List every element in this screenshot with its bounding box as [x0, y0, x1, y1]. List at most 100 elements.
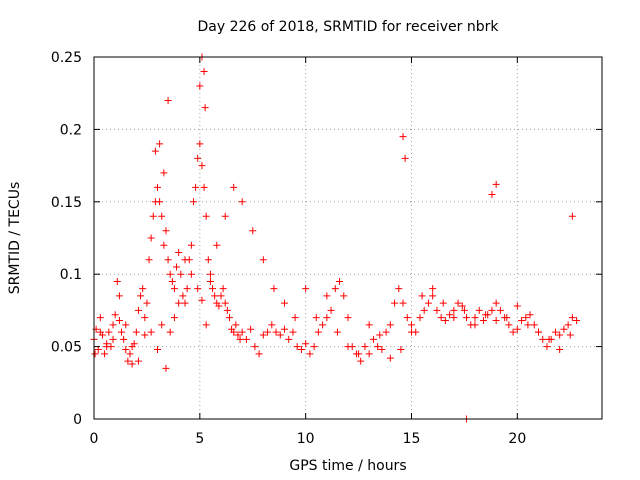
- data-point: [568, 314, 576, 322]
- data-point: [560, 325, 568, 333]
- data-point: [166, 328, 174, 336]
- data-point: [344, 314, 352, 322]
- data-point: [198, 296, 206, 304]
- data-point: [96, 314, 104, 322]
- data-point: [200, 183, 208, 191]
- data-point: [376, 331, 384, 339]
- data-point: [264, 328, 272, 336]
- x-tick-label: 15: [403, 431, 421, 447]
- plot-frame: [93, 56, 603, 420]
- data-point: [439, 299, 447, 307]
- data-point: [115, 317, 123, 325]
- data-point: [234, 331, 242, 339]
- data-point: [293, 343, 301, 351]
- data-point: [154, 183, 161, 191]
- data-point: [149, 212, 157, 220]
- data-point: [181, 299, 189, 307]
- data-point: [221, 299, 229, 307]
- data-point: [418, 292, 426, 300]
- data-point: [365, 321, 373, 329]
- data-point: [160, 169, 168, 177]
- data-point: [556, 345, 564, 353]
- data-point: [276, 331, 284, 339]
- data-point: [215, 302, 223, 310]
- data-point: [509, 328, 517, 336]
- data-point: [196, 82, 204, 90]
- data-point: [173, 263, 181, 271]
- data-point: [162, 227, 170, 235]
- data-point: [105, 328, 113, 336]
- data-point: [158, 321, 166, 329]
- data-point: [357, 357, 365, 365]
- data-point: [170, 314, 178, 322]
- data-point: [128, 343, 136, 351]
- data-point: [198, 162, 206, 170]
- data-point: [101, 350, 109, 358]
- data-point: [91, 350, 99, 358]
- data-point: [424, 299, 432, 307]
- data-point: [437, 314, 445, 322]
- data-point: [255, 350, 263, 358]
- data-point: [479, 317, 487, 325]
- data-point: [164, 96, 172, 104]
- data-point: [518, 317, 526, 325]
- data-point: [139, 285, 147, 293]
- data-point: [386, 321, 394, 329]
- data-point: [187, 241, 195, 249]
- data-point: [151, 147, 159, 155]
- data-point: [268, 321, 276, 329]
- data-point: [158, 212, 166, 220]
- data-point: [147, 234, 155, 242]
- data-point: [211, 292, 219, 300]
- data-point: [141, 331, 149, 339]
- data-point: [374, 343, 382, 351]
- data-point: [399, 133, 407, 141]
- data-points: [90, 53, 581, 423]
- data-point: [166, 270, 174, 278]
- data-point: [175, 248, 183, 256]
- data-point: [488, 306, 496, 314]
- data-point: [281, 325, 288, 333]
- data-point: [181, 256, 189, 264]
- data-point: [156, 198, 164, 206]
- data-point: [170, 285, 178, 293]
- data-point: [513, 302, 521, 310]
- data-point: [249, 227, 257, 235]
- chart-title: Day 226 of 2018, SRMTID for receiver nbr…: [197, 19, 499, 35]
- data-point: [306, 350, 314, 358]
- data-point: [194, 154, 202, 162]
- data-point: [230, 328, 238, 336]
- data-point: [310, 343, 318, 351]
- data-point: [124, 357, 132, 365]
- data-point: [551, 328, 559, 336]
- data-point: [408, 328, 415, 336]
- data-point: [408, 321, 415, 329]
- data-point: [242, 335, 250, 343]
- data-point: [545, 335, 553, 343]
- data-point: [556, 331, 564, 339]
- data-point: [378, 345, 386, 353]
- data-point: [513, 325, 521, 333]
- data-point: [132, 328, 140, 336]
- y-tick-label: 0.2: [60, 122, 82, 138]
- data-point: [319, 321, 327, 329]
- data-point: [460, 306, 468, 314]
- data-point: [524, 321, 532, 329]
- y-tick-label: 0: [73, 412, 82, 428]
- data-point: [122, 345, 130, 353]
- data-point: [204, 256, 212, 264]
- data-point: [530, 321, 538, 329]
- x-tick-label: 10: [297, 431, 315, 447]
- data-point: [109, 321, 117, 329]
- data-point: [503, 314, 511, 322]
- data-point: [382, 328, 390, 336]
- data-point: [323, 314, 331, 322]
- data-point: [397, 345, 405, 353]
- data-point: [109, 335, 117, 343]
- data-point: [115, 292, 123, 300]
- data-point: [168, 277, 176, 285]
- data-point: [259, 256, 267, 264]
- data-point: [141, 314, 149, 322]
- data-point: [365, 350, 373, 358]
